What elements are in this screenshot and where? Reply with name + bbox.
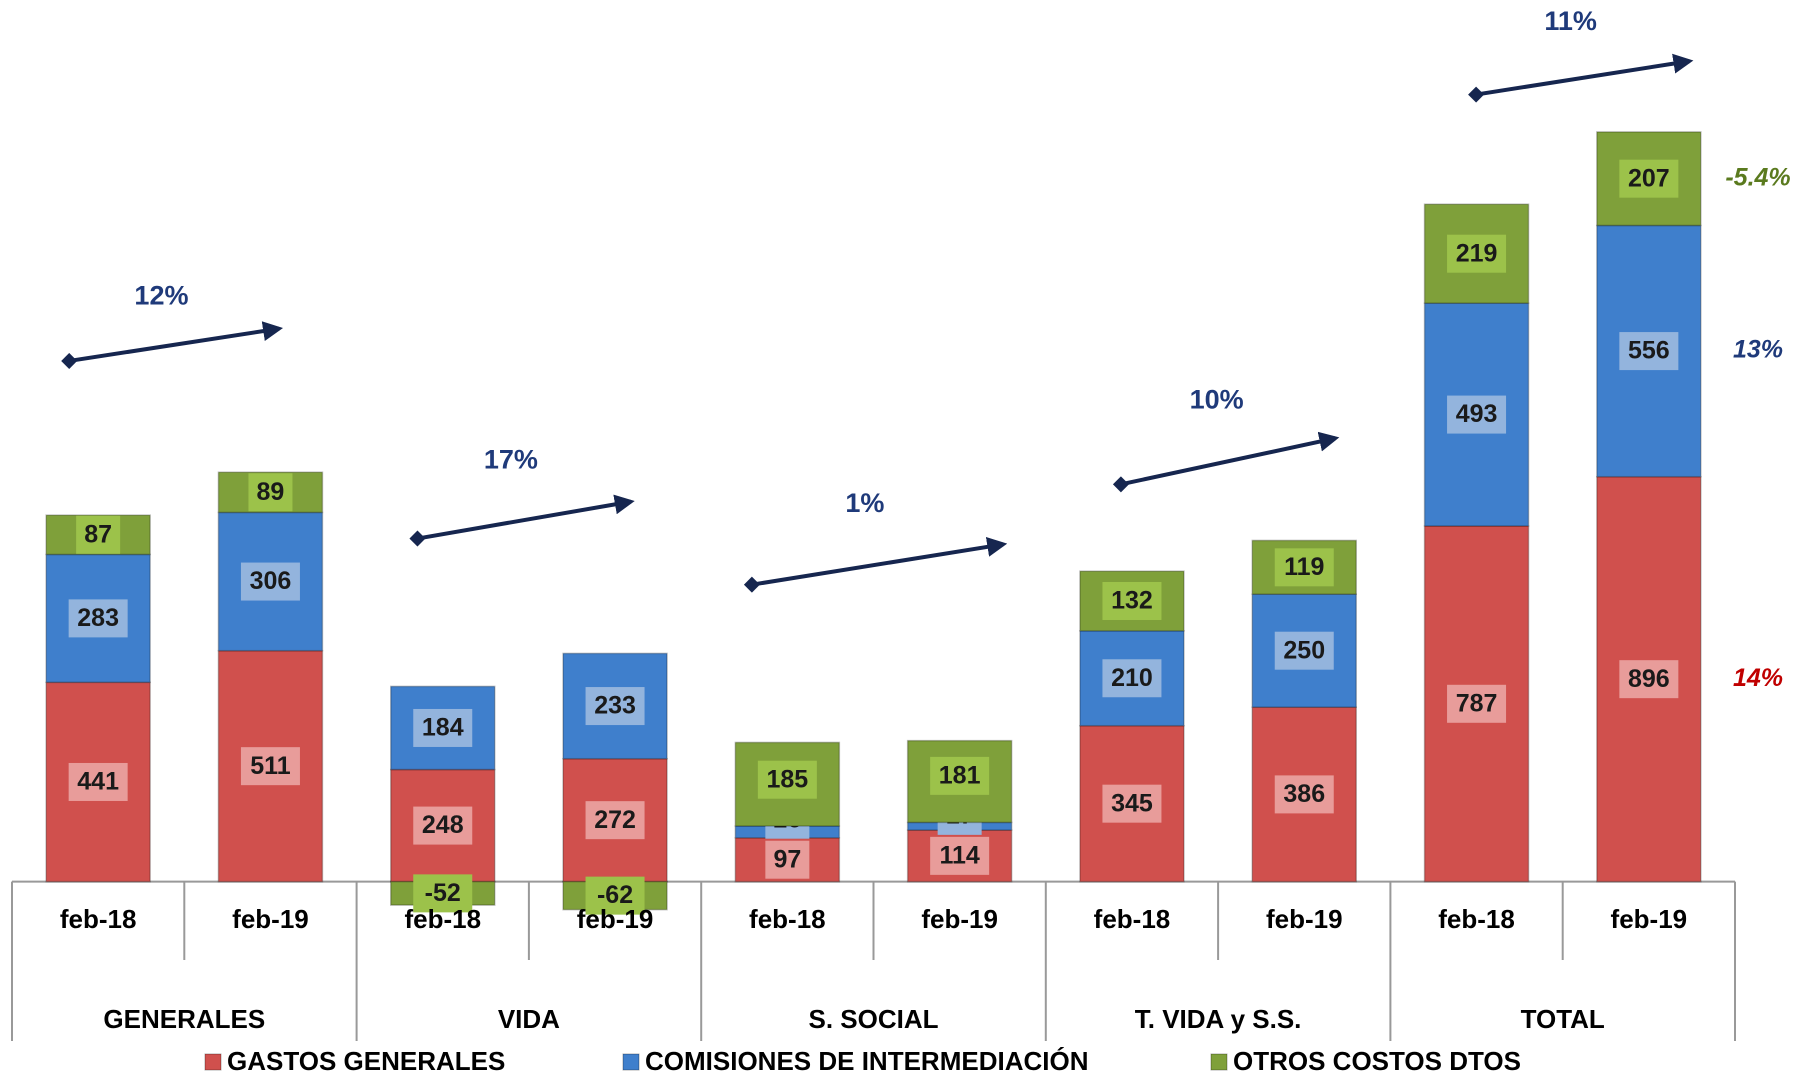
value-label: 185 bbox=[766, 765, 808, 793]
value-label: 441 bbox=[77, 768, 119, 796]
value-label: 556 bbox=[1628, 337, 1670, 365]
x-tick-label: feb-19 bbox=[1611, 904, 1688, 934]
value-label: 181 bbox=[939, 761, 981, 789]
value-label: 114 bbox=[939, 841, 979, 869]
growth-label: 10% bbox=[1190, 384, 1244, 414]
legend-swatch bbox=[1210, 1053, 1228, 1071]
value-label-box bbox=[413, 874, 473, 913]
value-label-box bbox=[585, 687, 645, 726]
value-label-box bbox=[1619, 332, 1679, 371]
growth-arrow bbox=[61, 321, 284, 369]
bar-segment bbox=[562, 652, 668, 760]
value-label: 89 bbox=[257, 478, 285, 506]
value-label: -62 bbox=[597, 881, 633, 909]
value-label-box bbox=[1447, 395, 1507, 434]
value-label: 219 bbox=[1456, 239, 1498, 267]
value-label-box bbox=[76, 515, 121, 554]
growth-label: 11% bbox=[1544, 6, 1597, 36]
growth-arrow bbox=[1112, 431, 1340, 493]
value-label-box bbox=[413, 708, 473, 747]
x-tick-label: feb-18 bbox=[1438, 904, 1515, 934]
value-label-box bbox=[1447, 684, 1507, 723]
value-label: -52 bbox=[425, 879, 461, 907]
x-tick-label: feb-18 bbox=[404, 904, 481, 934]
value-label: 306 bbox=[250, 567, 292, 595]
value-label: 511 bbox=[250, 752, 290, 780]
value-label-box bbox=[1102, 581, 1162, 620]
value-label-box bbox=[240, 562, 300, 601]
value-label: 132 bbox=[1111, 587, 1153, 615]
value-label: 272 bbox=[594, 806, 636, 834]
value-label: 119 bbox=[1284, 553, 1324, 581]
value-label-box bbox=[1274, 775, 1334, 814]
value-label: 248 bbox=[422, 811, 464, 839]
value-label: 896 bbox=[1628, 665, 1670, 693]
value-label-box bbox=[240, 747, 300, 786]
value-label-box bbox=[1619, 159, 1679, 198]
value-label-box bbox=[248, 473, 293, 512]
value-label-box bbox=[413, 806, 473, 845]
value-label: 87 bbox=[84, 520, 112, 548]
value-label-box bbox=[1619, 660, 1679, 699]
x-tick-label: feb-19 bbox=[232, 904, 309, 934]
value-label: 493 bbox=[1456, 400, 1498, 428]
x-tick-label: feb-19 bbox=[921, 904, 998, 934]
legend-label: OTROS COSTOS DTOS bbox=[1233, 1046, 1521, 1074]
legend-swatch bbox=[204, 1053, 222, 1071]
value-label: 386 bbox=[1283, 780, 1325, 808]
legend-swatch bbox=[622, 1053, 640, 1071]
x-tick-label: feb-19 bbox=[577, 904, 654, 934]
series-change: 13% bbox=[1733, 336, 1783, 364]
value-label: 345 bbox=[1111, 789, 1153, 817]
value-label-box bbox=[68, 599, 128, 638]
value-label: 250 bbox=[1283, 636, 1325, 664]
x-tick-label: feb-18 bbox=[1094, 904, 1171, 934]
value-label-box bbox=[765, 840, 810, 879]
value-label-box bbox=[930, 836, 990, 875]
legend-label: COMISIONES DE INTERMEDIACIÓN bbox=[645, 1046, 1088, 1074]
series-change: -5.4% bbox=[1725, 163, 1790, 191]
value-label-box bbox=[1447, 234, 1507, 273]
value-label: 787 bbox=[1456, 689, 1498, 717]
group-label: TOTAL bbox=[1521, 1004, 1605, 1034]
growth-label: 12% bbox=[134, 281, 188, 311]
growth-arrow bbox=[743, 536, 1008, 593]
value-label-box bbox=[1274, 631, 1334, 670]
value-label-box bbox=[757, 760, 817, 799]
value-label: 210 bbox=[1111, 664, 1153, 692]
value-label-box bbox=[930, 756, 990, 795]
group-label: GENERALES bbox=[103, 1004, 265, 1034]
value-label: 283 bbox=[77, 604, 119, 632]
x-tick-label: feb-18 bbox=[749, 904, 826, 934]
x-tick-label: feb-19 bbox=[1266, 904, 1343, 934]
growth-arrow bbox=[409, 494, 635, 547]
series-change: 14% bbox=[1733, 664, 1783, 692]
group-label: VIDA bbox=[498, 1004, 560, 1034]
value-label-box bbox=[1274, 548, 1334, 587]
value-label: 233 bbox=[594, 692, 636, 720]
growth-label: 1% bbox=[845, 488, 884, 518]
value-label-box bbox=[585, 876, 645, 915]
group-label: S. SOCIAL bbox=[808, 1004, 938, 1034]
x-tick-label: feb-18 bbox=[60, 904, 137, 934]
value-label-box bbox=[585, 801, 645, 840]
value-label-box bbox=[1102, 659, 1162, 698]
growth-label: 17% bbox=[484, 444, 538, 474]
value-label: 97 bbox=[773, 845, 801, 873]
value-label: 184 bbox=[422, 714, 464, 742]
legend-label: GASTOS GENERALES bbox=[227, 1046, 505, 1074]
value-label: 207 bbox=[1628, 164, 1670, 192]
growth-arrow bbox=[1468, 53, 1694, 103]
group-label: T. VIDA y S.S. bbox=[1135, 1004, 1302, 1034]
value-label-box bbox=[68, 762, 128, 801]
value-label-box bbox=[1102, 784, 1162, 823]
